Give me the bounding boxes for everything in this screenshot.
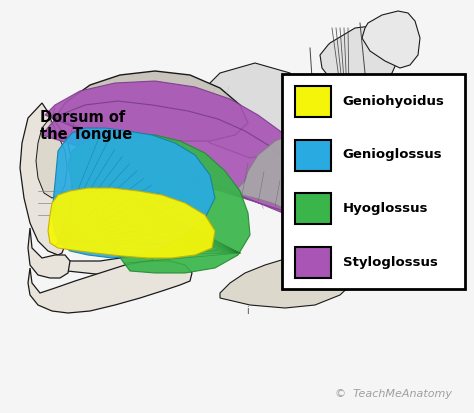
- FancyBboxPatch shape: [295, 86, 331, 117]
- Polygon shape: [320, 25, 400, 88]
- FancyBboxPatch shape: [295, 140, 331, 171]
- Polygon shape: [36, 118, 67, 198]
- Text: Styloglossus: Styloglossus: [343, 256, 438, 269]
- FancyBboxPatch shape: [282, 74, 465, 289]
- Text: Geniohyoidus: Geniohyoidus: [343, 95, 445, 108]
- Polygon shape: [185, 63, 310, 158]
- Polygon shape: [68, 133, 250, 273]
- FancyBboxPatch shape: [295, 247, 331, 278]
- Polygon shape: [362, 11, 420, 68]
- Polygon shape: [220, 251, 355, 308]
- Text: Genioglossus: Genioglossus: [343, 148, 442, 161]
- Text: Hyoglossus: Hyoglossus: [343, 202, 428, 215]
- Polygon shape: [28, 261, 192, 313]
- Polygon shape: [48, 71, 248, 141]
- Text: ©  TeachMeAnatomy: © TeachMeAnatomy: [335, 389, 452, 399]
- Text: i: i: [246, 306, 249, 316]
- Polygon shape: [52, 128, 215, 258]
- FancyBboxPatch shape: [295, 193, 331, 224]
- Polygon shape: [20, 103, 72, 255]
- Text: Dorsum of
the Tongue: Dorsum of the Tongue: [40, 110, 133, 142]
- Polygon shape: [42, 81, 380, 253]
- Polygon shape: [48, 188, 215, 258]
- Polygon shape: [55, 255, 155, 277]
- Polygon shape: [28, 228, 70, 278]
- Polygon shape: [238, 133, 380, 241]
